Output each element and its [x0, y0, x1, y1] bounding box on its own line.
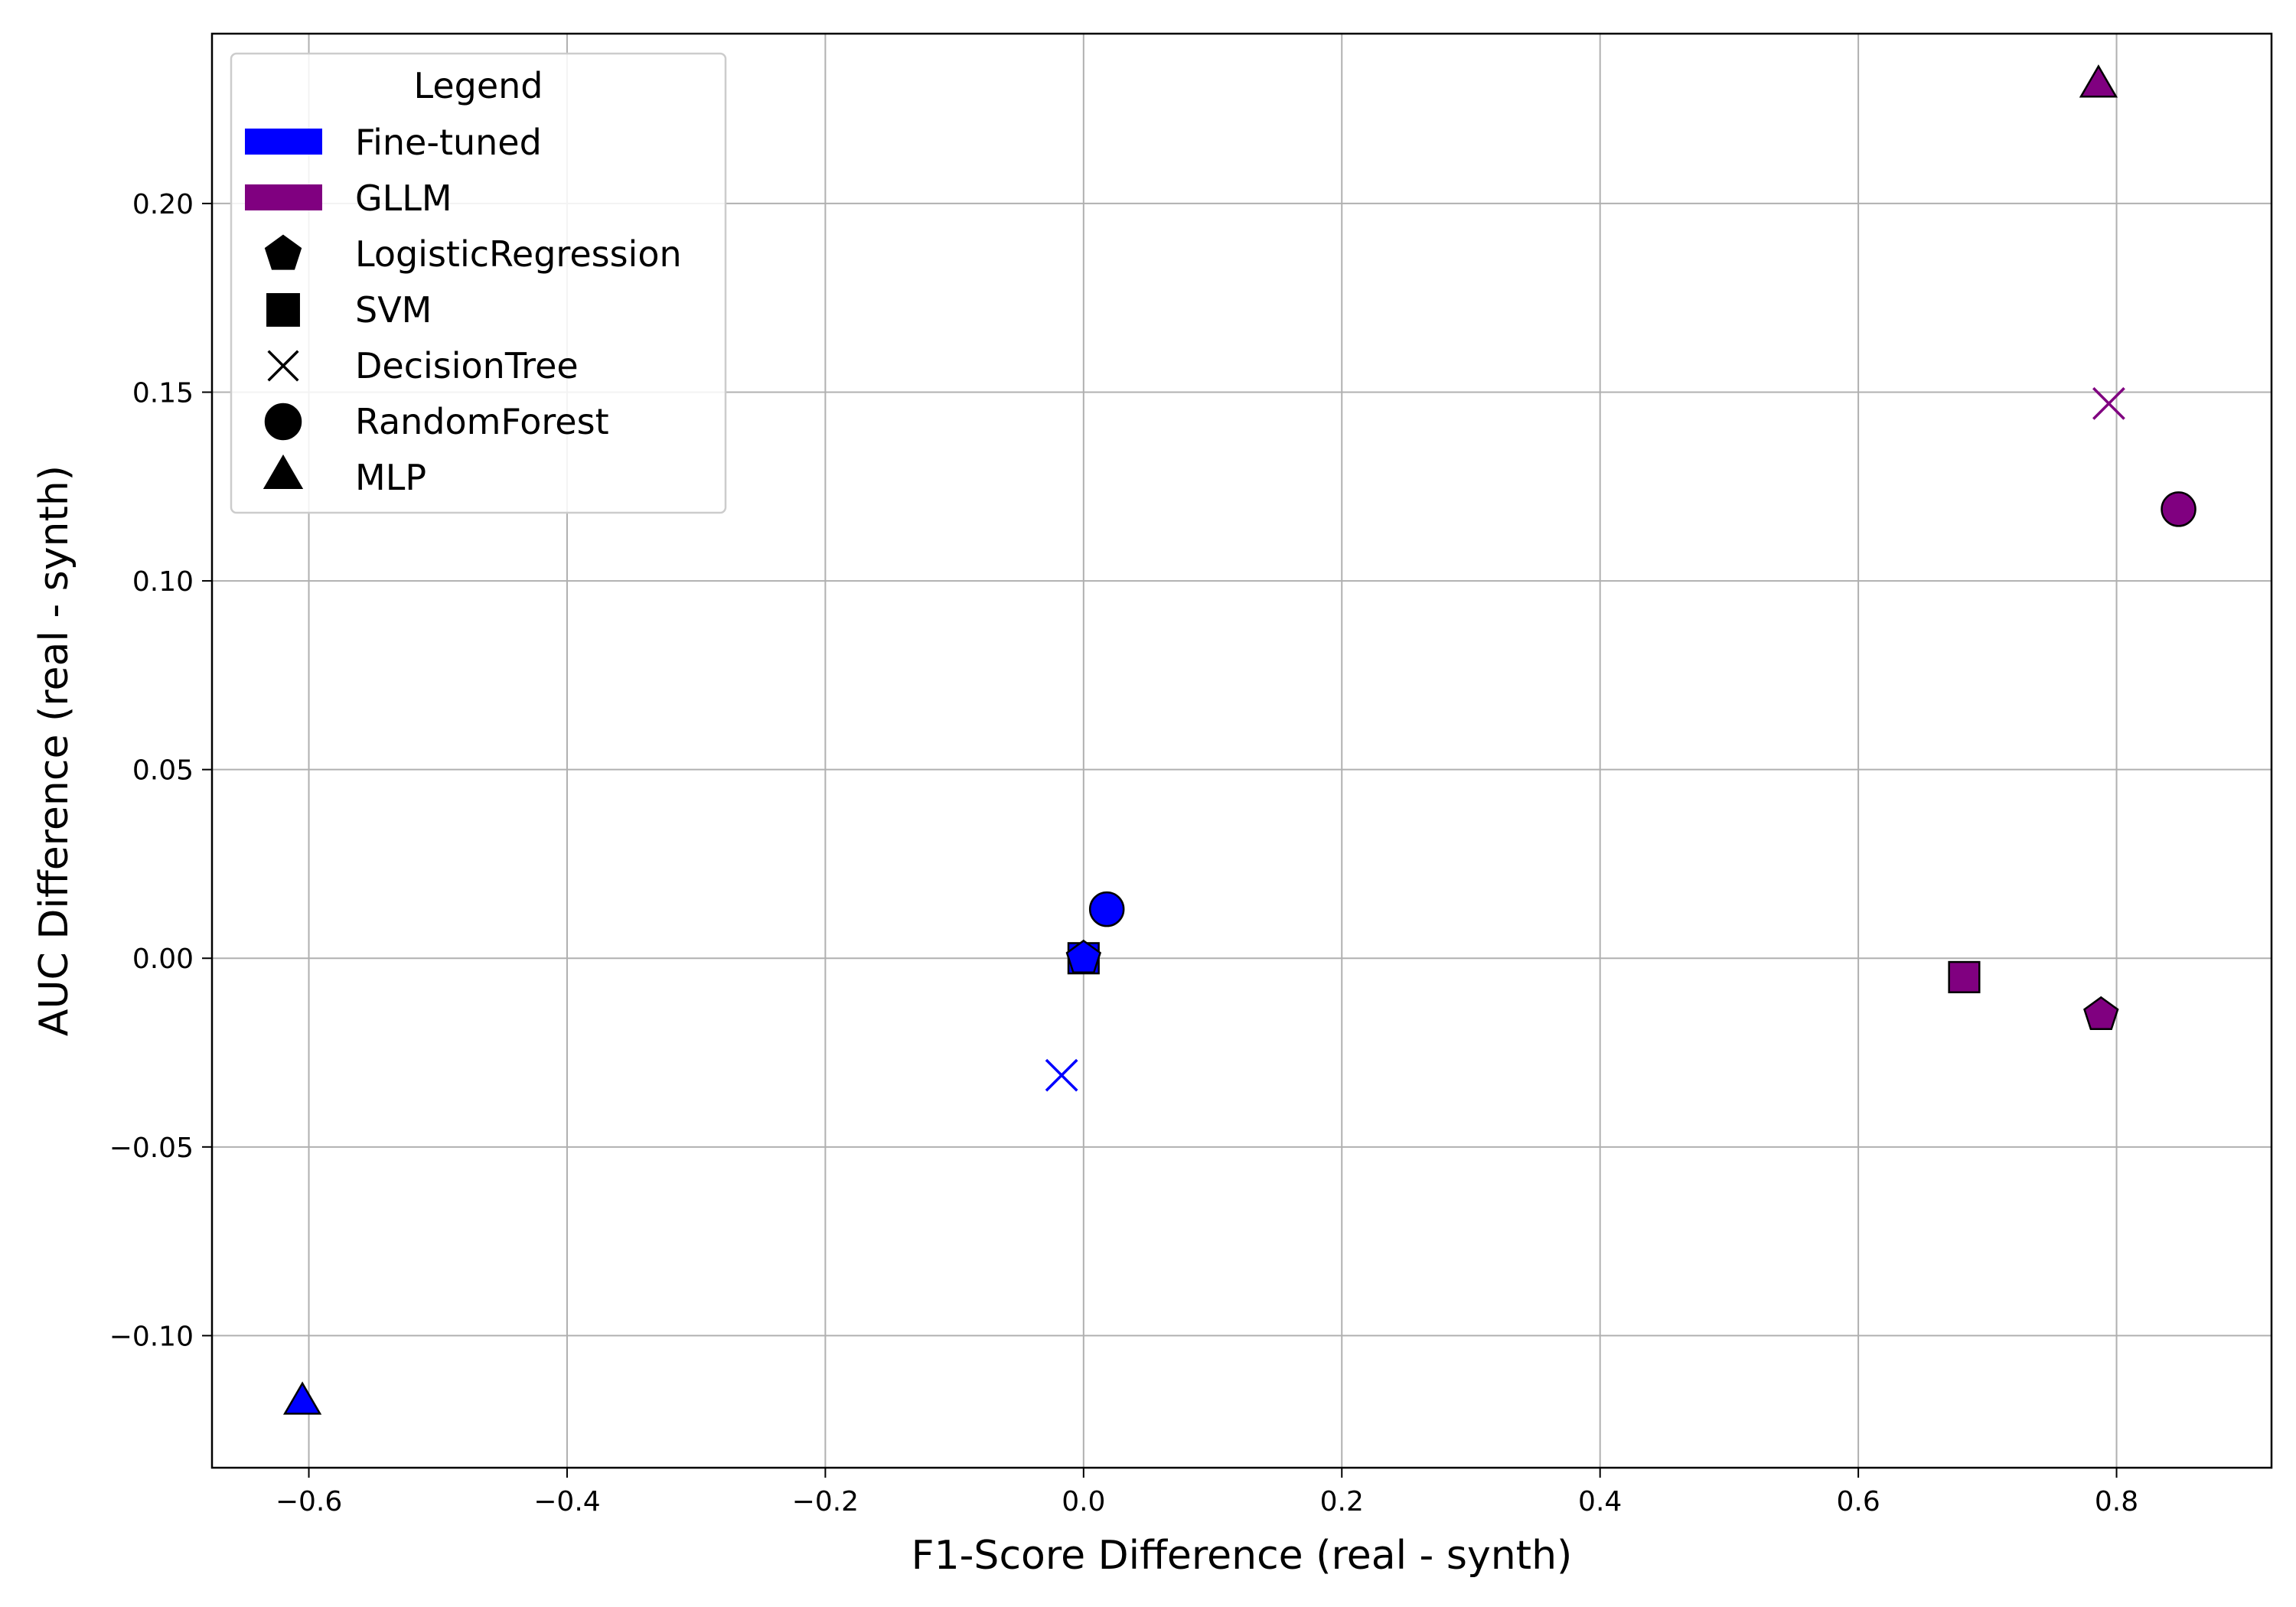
point-gllm-logisticregression [2083, 996, 2119, 1030]
legend-title: Legend [414, 65, 543, 106]
y-tick-label: −0.10 [109, 1321, 194, 1352]
x-tick-label: 0.6 [1836, 1486, 1880, 1517]
legend-entries: Fine-tuned GLLM LogisticRegression SVM Decis… [245, 122, 682, 498]
x-axis-title: F1-Score Difference (real - synth) [912, 1533, 1573, 1579]
y-tick-label: 0.20 [132, 189, 194, 220]
legend-label: DecisionTree [355, 345, 579, 386]
x-tick-label: 0.0 [1062, 1486, 1105, 1517]
point-gllm-decisiontree [2092, 386, 2125, 420]
y-tick-label: 0.10 [132, 566, 194, 598]
point-gllm-randomforest [2161, 491, 2197, 527]
point-fine-tuned-logisticregression [1065, 939, 1102, 973]
y-tick-label: 0.00 [132, 944, 194, 975]
y-tick-label: 0.05 [132, 755, 194, 787]
legend-box [230, 52, 727, 514]
legend-marker-pentagon [264, 234, 302, 270]
legend-label: GLLM [355, 178, 452, 219]
x-tick-label: −0.4 [533, 1486, 600, 1517]
data-points [282, 64, 2197, 1415]
legend-label: RandomForest [355, 401, 609, 442]
y-tick-label: −0.05 [109, 1133, 194, 1164]
legend-label: LogisticRegression [355, 233, 682, 275]
x-tick-label: 0.2 [1320, 1486, 1364, 1517]
legend-marker-x [267, 350, 299, 382]
y-axis-title: AUC Difference (real - synth) [31, 465, 77, 1036]
plot-frame [210, 32, 2273, 1469]
x-tick-label: 0.4 [1578, 1486, 1622, 1517]
legend-swatch-gllm [245, 184, 322, 210]
axis-ticks: −0.6 −0.4 −0.2 0.0 0.2 0.4 0.6 0.8 −0.10 −0.05 0.0… [109, 189, 2139, 1517]
legend: Legend Fine-tuned GLLM LogisticRegression S… [230, 52, 727, 514]
point-gllm-mlp [2079, 64, 2118, 98]
legend-marker-triangle [263, 454, 304, 490]
x-tick-label: −0.6 [276, 1486, 342, 1517]
point-fine-tuned-randomforest [1088, 891, 1125, 927]
point-fine-tuned-decisiontree [1045, 1058, 1078, 1092]
y-tick-label: 0.15 [132, 378, 194, 409]
legend-label: Fine-tuned [355, 122, 542, 163]
point-fine-tuned-mlp [282, 1381, 322, 1415]
legend-label: SVM [355, 289, 432, 331]
legend-label: MLP [355, 457, 426, 498]
x-tick-label: −0.2 [792, 1486, 859, 1517]
legend-swatch-fine-tuned [245, 129, 322, 155]
grid [212, 34, 2272, 1468]
legend-marker-square [266, 293, 300, 327]
legend-marker-circle [264, 403, 302, 441]
point-gllm-svm [1948, 960, 1981, 993]
x-tick-label: 0.8 [2095, 1486, 2138, 1517]
